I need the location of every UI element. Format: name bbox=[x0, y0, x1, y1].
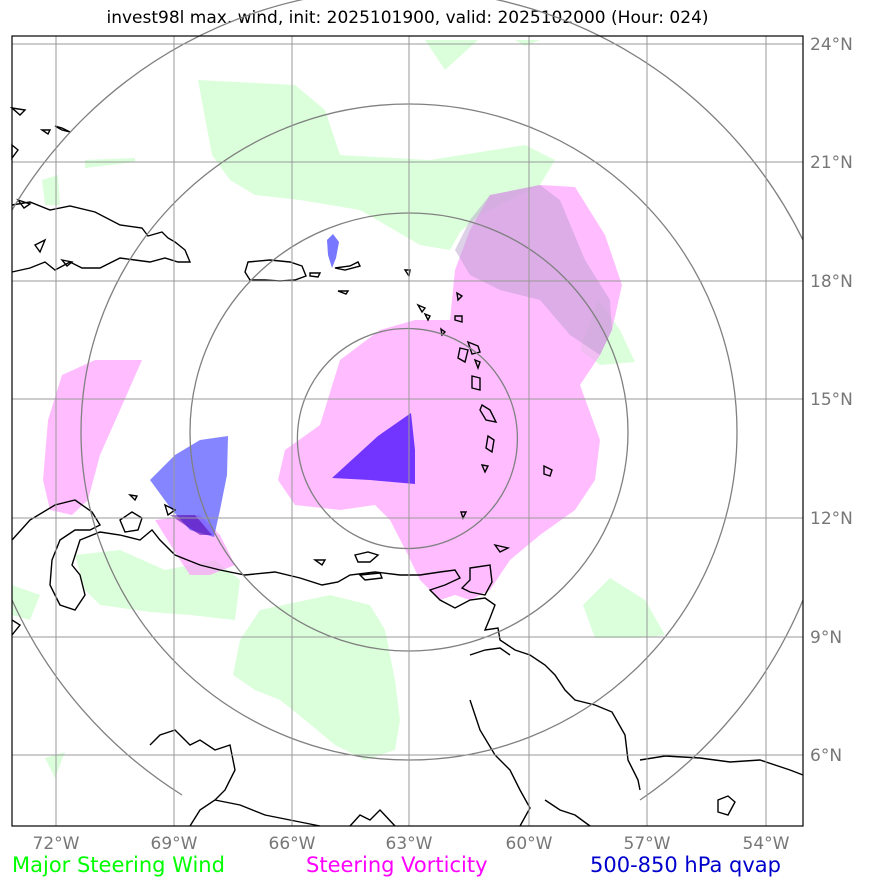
lat-label: 24°N bbox=[810, 35, 853, 55]
lon-label: 69°W bbox=[151, 834, 198, 854]
legend-steering-vorticity: Steering Vorticity bbox=[306, 853, 488, 877]
map-title: invest98l max. wind, init: 2025101900, v… bbox=[106, 8, 709, 28]
lat-label: 12°N bbox=[810, 509, 853, 529]
lon-label: 63°W bbox=[386, 834, 433, 854]
lon-label: 57°W bbox=[624, 834, 671, 854]
graticule bbox=[12, 36, 803, 826]
coastlines bbox=[9, 106, 804, 827]
lon-label: 54°W bbox=[743, 834, 790, 854]
legend-qvap: 500-850 hPa qvap bbox=[590, 853, 781, 877]
overlap-area bbox=[455, 185, 612, 355]
lat-label: 9°N bbox=[810, 628, 842, 648]
lon-label: 66°W bbox=[269, 834, 316, 854]
lon-label: 60°W bbox=[506, 834, 553, 854]
lat-label: 15°N bbox=[810, 390, 853, 410]
lon-label: 72°W bbox=[33, 834, 80, 854]
legend-steering-wind: Major Steering Wind bbox=[12, 853, 225, 877]
lat-label: 21°N bbox=[810, 153, 853, 173]
latitude-labels: 24°N 21°N 18°N 15°N 12°N 9°N 6°N bbox=[810, 35, 853, 766]
qvap-areas bbox=[150, 234, 415, 537]
lat-label: 6°N bbox=[810, 746, 842, 766]
longitude-labels: 72°W 69°W 66°W 63°W 60°W 57°W 54°W bbox=[33, 834, 790, 854]
lat-label: 18°N bbox=[810, 272, 853, 292]
